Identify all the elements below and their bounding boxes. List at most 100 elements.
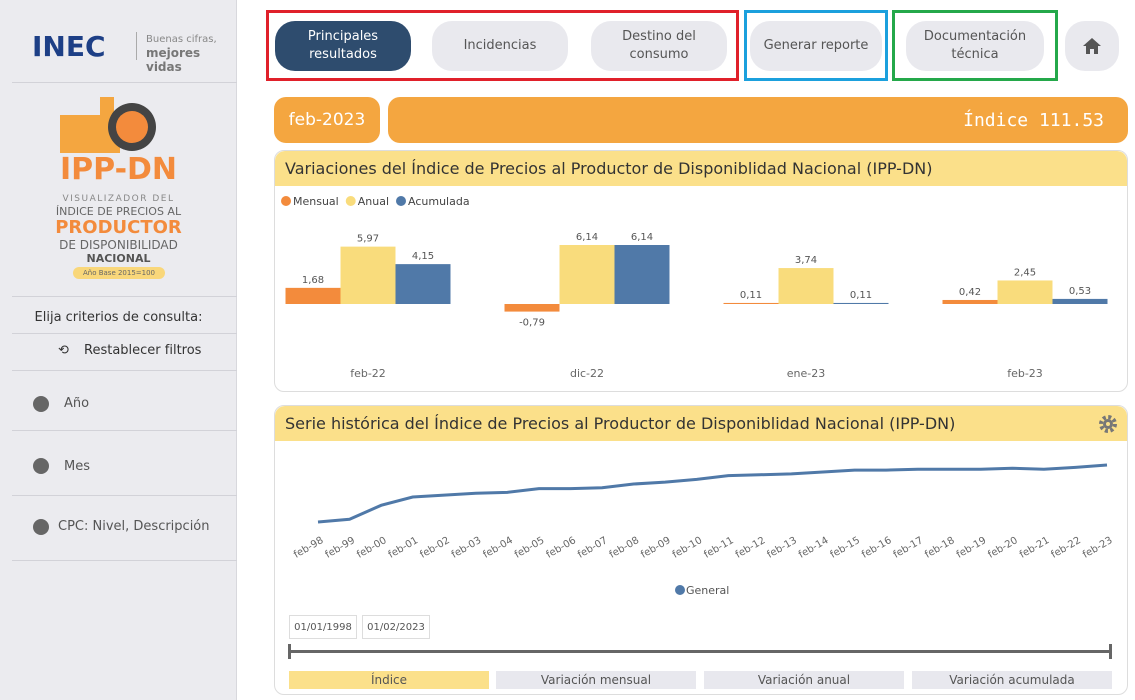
reset-button[interactable]: Restablecer filtros <box>84 343 201 358</box>
x-tick-label: feb-03 <box>450 535 484 561</box>
chevron[interactable] <box>33 458 49 474</box>
range-slider[interactable] <box>289 650 1111 653</box>
x-tick-label: feb-02 <box>418 535 452 561</box>
x-tick-label: feb-22 <box>350 367 386 380</box>
index-banner: Índice 111.53 <box>388 97 1128 143</box>
data-label: 2,45 <box>1014 267 1036 278</box>
bar <box>1053 299 1108 304</box>
x-tick-label: feb-20 <box>986 535 1020 561</box>
tab[interactable]: Variación acumulada <box>912 671 1112 689</box>
x-tick-label: feb-23 <box>1081 535 1115 561</box>
legend-swatch <box>396 196 406 206</box>
legend-swatch <box>281 196 291 206</box>
logo: INEC <box>32 30 106 63</box>
x-tick-label: feb-19 <box>955 535 989 561</box>
data-label: 6,14 <box>631 232 653 243</box>
product-line: PRODUCTOR <box>0 217 237 238</box>
legend-label: General <box>686 584 729 597</box>
legend-swatch <box>346 196 356 206</box>
factory-icon <box>60 95 170 155</box>
separator <box>12 560 237 561</box>
data-label: -0,79 <box>519 318 545 329</box>
nav-button[interactable]: Principales resultados <box>275 21 411 71</box>
x-tick-label: feb-06 <box>544 535 578 561</box>
x-tick-label: feb-15 <box>828 535 862 561</box>
tagline: Buenas cifras, <box>146 34 217 45</box>
x-tick-label: feb-07 <box>576 535 610 561</box>
x-tick-label: feb-01 <box>387 535 421 561</box>
product-line: NACIONAL <box>0 252 237 265</box>
settings-icon[interactable] <box>1099 415 1117 433</box>
filter[interactable]: Mes <box>64 459 90 474</box>
x-tick-label: feb-12 <box>734 535 768 561</box>
product-line: VISUALIZADOR DEL <box>0 194 237 204</box>
legend-label: Acumulada <box>408 195 470 208</box>
separator <box>12 296 237 297</box>
x-tick-label: feb-17 <box>892 535 926 561</box>
data-label: 1,68 <box>302 275 324 286</box>
chevron[interactable] <box>33 396 49 412</box>
x-tick-label: feb-00 <box>355 535 389 561</box>
bar <box>560 245 615 304</box>
data-label: 0,11 <box>850 290 872 301</box>
bar <box>998 280 1053 304</box>
data-label: 6,14 <box>576 232 598 243</box>
prompt: Elija criterios de consulta: <box>0 310 237 325</box>
nav-button[interactable]: Documentación técnica <box>906 21 1044 71</box>
date-end[interactable]: 01/02/2023 <box>362 615 430 639</box>
reset-icon[interactable]: ⟲ <box>58 343 69 358</box>
x-tick-label: dic-22 <box>570 367 604 380</box>
separator <box>12 82 237 83</box>
x-tick-label: feb-11 <box>702 535 736 561</box>
tagline: mejores vidas <box>146 46 236 74</box>
separator <box>12 333 237 334</box>
bar <box>286 288 341 304</box>
data-label: 0,42 <box>959 287 981 298</box>
tab[interactable]: Variación mensual <box>496 671 696 689</box>
page: INEC Buenas cifras, mejores vidas IPP-DN… <box>0 0 1135 700</box>
x-tick-label: feb-05 <box>513 535 547 561</box>
bar <box>724 303 779 304</box>
chevron[interactable] <box>33 519 49 535</box>
x-tick-label: feb-21 <box>1018 535 1052 561</box>
x-tick-label: feb-09 <box>639 535 673 561</box>
x-tick-label: feb-16 <box>860 535 894 561</box>
date-start[interactable]: 01/01/1998 <box>289 615 357 639</box>
slider-handle[interactable] <box>1109 644 1112 659</box>
separator <box>12 430 237 431</box>
x-tick-label: feb-98 <box>292 535 326 561</box>
home-icon <box>1082 37 1102 55</box>
sidebar: INEC Buenas cifras, mejores vidas IPP-DN… <box>0 0 237 700</box>
filter[interactable]: CPC: Nivel, Descripción <box>58 519 210 534</box>
nav-button[interactable]: Destino del consumo <box>591 21 727 71</box>
product-name: IPP-DN <box>0 152 237 187</box>
slider-handle[interactable] <box>288 644 291 659</box>
data-label: 0,53 <box>1069 286 1091 297</box>
nav-button[interactable]: Generar reporte <box>750 21 882 71</box>
data-label: 3,74 <box>795 255 817 266</box>
bar <box>396 264 451 304</box>
data-label: 4,15 <box>412 251 434 262</box>
home-button[interactable] <box>1065 21 1119 71</box>
chart-title: Serie histórica del Índice de Precios al… <box>275 406 1127 441</box>
line <box>318 465 1107 522</box>
tab[interactable]: Variación anual <box>704 671 904 689</box>
bar <box>943 300 998 304</box>
bar <box>779 268 834 304</box>
data-label: 0,11 <box>740 290 762 301</box>
legend-label: Mensual <box>293 195 339 208</box>
chart-title: Variaciones del Índice de Precios al Pro… <box>275 151 1127 186</box>
period-badge: feb-2023 <box>274 97 380 143</box>
filter[interactable]: Año <box>64 396 89 411</box>
product-line: DE DISPONIBILIDAD <box>0 238 237 252</box>
x-tick-label: ene-23 <box>787 367 825 380</box>
x-tick-label: feb-04 <box>481 535 515 561</box>
x-tick-label: feb-10 <box>671 535 705 561</box>
x-tick-label: feb-08 <box>608 535 642 561</box>
separator <box>12 370 237 371</box>
x-tick-label: feb-18 <box>923 535 957 561</box>
nav-button[interactable]: Incidencias <box>432 21 568 71</box>
x-tick-label: feb-14 <box>797 535 831 561</box>
x-tick-label: feb-13 <box>765 535 799 561</box>
tab[interactable]: Índice <box>289 671 489 689</box>
